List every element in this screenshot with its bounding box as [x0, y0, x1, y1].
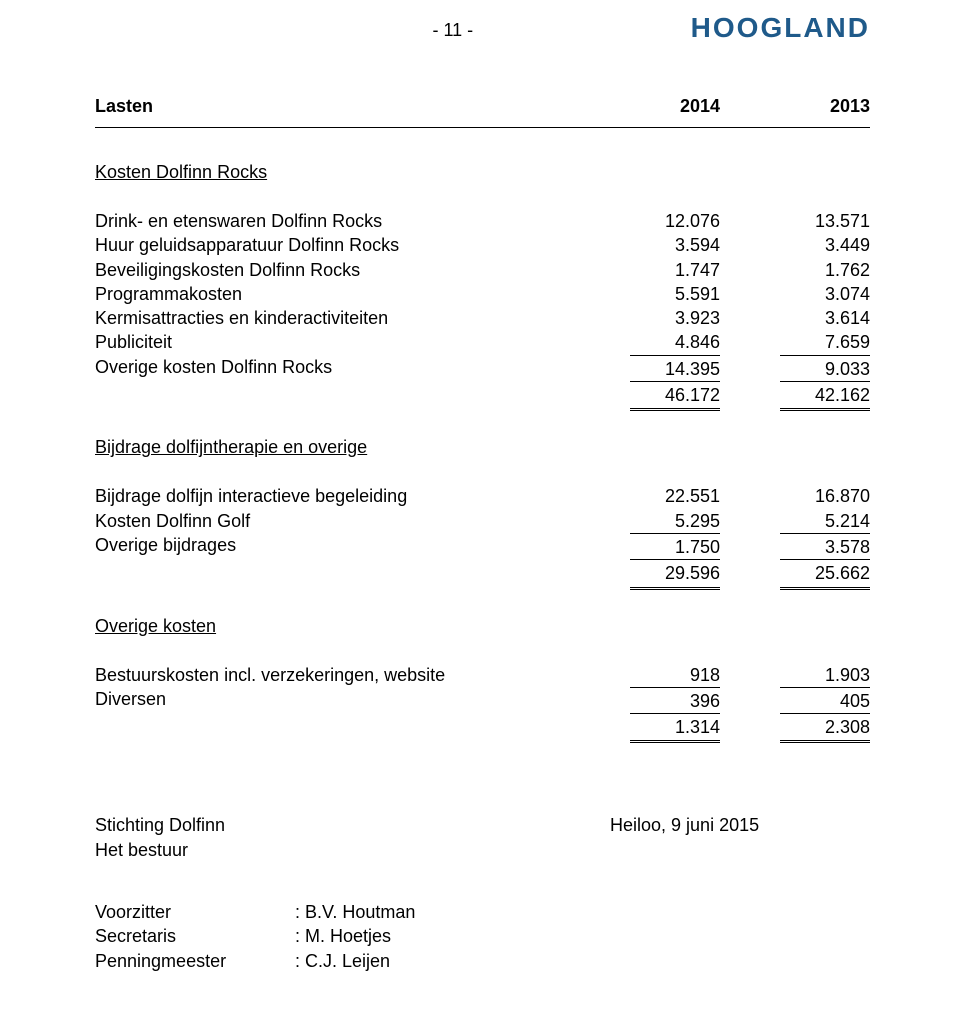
row-value-y1: 918 — [570, 663, 720, 687]
brand-logo: HOOGLAND — [691, 12, 870, 44]
row-value-y2: 3.578 — [720, 533, 870, 559]
row-label: Programmakosten — [95, 282, 570, 306]
row-value-y2: 3.614 — [720, 306, 870, 330]
unit-row: Het bestuur — [95, 838, 870, 862]
section-heading: Bijdrage dolfijntherapie en overige — [95, 437, 870, 458]
row-value-y2: 16.870 — [720, 484, 870, 508]
org-row: Stichting Dolfinn Heiloo, 9 juni 2015 — [95, 813, 870, 837]
role-name: : C.J. Leijen — [295, 949, 870, 973]
year-2-header: 2013 — [720, 96, 870, 117]
row-value-y2: 7.659 — [720, 330, 870, 354]
row-label: Diversen — [95, 687, 570, 713]
roles: Voorzitter : B.V. Houtman Secretaris : M… — [95, 900, 870, 973]
role-label: Penningmeester — [95, 949, 295, 973]
table-row: Huur geluidsapparatuur Dolfinn Rocks 3.5… — [95, 233, 870, 257]
table-row: Diversen 396 405 — [95, 687, 870, 713]
row-label: Publiciteit — [95, 330, 570, 354]
role-row: Penningmeester : C.J. Leijen — [95, 949, 870, 973]
row-value-y2: 3.074 — [720, 282, 870, 306]
total-y1: 46.172 — [570, 381, 720, 411]
table-row: Publiciteit 4.846 7.659 — [95, 330, 870, 354]
org-name: Stichting Dolfinn — [95, 813, 295, 837]
row-value-y1: 5.295 — [570, 509, 720, 533]
row-value-y1: 1.747 — [570, 258, 720, 282]
row-label: Kermisattracties en kinderactiviteiten — [95, 306, 570, 330]
row-label: Bijdrage dolfijn interactieve begeleidin… — [95, 484, 570, 508]
row-value-y2: 9.033 — [720, 355, 870, 381]
row-value-y2: 1.762 — [720, 258, 870, 282]
total-y1: 1.314 — [570, 713, 720, 743]
section-heading: Kosten Dolfinn Rocks — [95, 162, 870, 183]
row-value-y2: 5.214 — [720, 509, 870, 533]
header: - 11 - HOOGLAND — [95, 20, 870, 62]
table-row: Kosten Dolfinn Golf 5.295 5.214 — [95, 509, 870, 533]
org-unit: Het bestuur — [95, 838, 295, 862]
section-total: 29.596 25.662 — [95, 559, 870, 589]
role-name: : B.V. Houtman — [295, 900, 870, 924]
row-label: Kosten Dolfinn Golf — [95, 509, 570, 533]
row-value-y1: 5.591 — [570, 282, 720, 306]
row-value-y2: 13.571 — [720, 209, 870, 233]
row-label: Huur geluidsapparatuur Dolfinn Rocks — [95, 233, 570, 257]
role-name: : M. Hoetjes — [295, 924, 870, 948]
table-row: Overige bijdrages 1.750 3.578 — [95, 533, 870, 559]
table-row: Bijdrage dolfijn interactieve begeleidin… — [95, 484, 870, 508]
total-y2: 42.162 — [720, 381, 870, 411]
year-1-header: 2014 — [570, 96, 720, 117]
row-label: Overige kosten Dolfinn Rocks — [95, 355, 570, 381]
role-label: Voorzitter — [95, 900, 295, 924]
row-value-y2: 3.449 — [720, 233, 870, 257]
row-value-y2: 1.903 — [720, 663, 870, 687]
row-label: Drink- en etenswaren Dolfinn Rocks — [95, 209, 570, 233]
total-y2: 2.308 — [720, 713, 870, 743]
column-headers: Lasten 2014 2013 — [95, 96, 870, 117]
row-label: Beveiligingskosten Dolfinn Rocks — [95, 258, 570, 282]
row-value-y1: 1.750 — [570, 533, 720, 559]
role-label: Secretaris — [95, 924, 295, 948]
role-row: Secretaris : M. Hoetjes — [95, 924, 870, 948]
section-total: 46.172 42.162 — [95, 381, 870, 411]
role-row: Voorzitter : B.V. Houtman — [95, 900, 870, 924]
row-label: Bestuurskosten incl. verzekeringen, webs… — [95, 663, 570, 687]
row-value-y1: 12.076 — [570, 209, 720, 233]
row-value-y1: 22.551 — [570, 484, 720, 508]
table-row: Drink- en etenswaren Dolfinn Rocks 12.07… — [95, 209, 870, 233]
row-value-y1: 396 — [570, 687, 720, 713]
section-total: 1.314 2.308 — [95, 713, 870, 743]
page-number: - 11 - — [95, 20, 691, 41]
row-value-y1: 3.594 — [570, 233, 720, 257]
title-label: Lasten — [95, 96, 570, 117]
row-value-y1: 4.846 — [570, 330, 720, 354]
header-rule — [95, 127, 870, 128]
table-row: Overige kosten Dolfinn Rocks 14.395 9.03… — [95, 355, 870, 381]
row-value-y1: 14.395 — [570, 355, 720, 381]
row-label: Overige bijdrages — [95, 533, 570, 559]
row-value-y1: 3.923 — [570, 306, 720, 330]
total-y2: 25.662 — [720, 559, 870, 589]
table-row: Bestuurskosten incl. verzekeringen, webs… — [95, 663, 870, 687]
row-value-y2: 405 — [720, 687, 870, 713]
table-row: Beveiligingskosten Dolfinn Rocks 1.747 1… — [95, 258, 870, 282]
page: - 11 - HOOGLAND Lasten 2014 2013 Kosten … — [0, 0, 960, 1013]
table-row: Kermisattracties en kinderactiviteiten 3… — [95, 306, 870, 330]
section-heading: Overige kosten — [95, 616, 870, 637]
place-date: Heiloo, 9 juni 2015 — [610, 813, 870, 837]
table-row: Programmakosten 5.591 3.074 — [95, 282, 870, 306]
signature-block: Stichting Dolfinn Heiloo, 9 juni 2015 He… — [95, 813, 870, 972]
total-y1: 29.596 — [570, 559, 720, 589]
